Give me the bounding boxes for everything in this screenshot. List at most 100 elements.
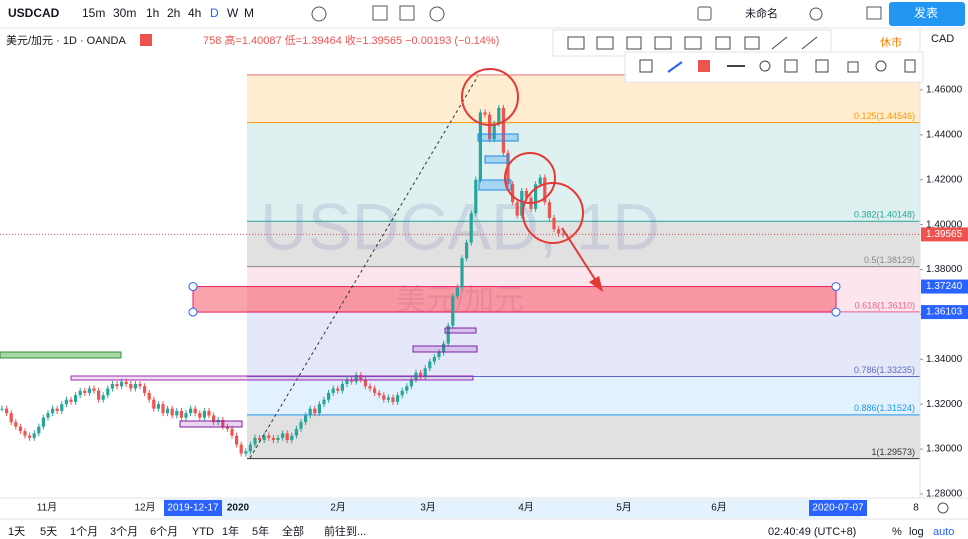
candle [317, 404, 321, 414]
tool-icon[interactable] [815, 59, 829, 73]
time-range [165, 499, 861, 518]
settings-icon[interactable] [937, 502, 949, 514]
interval[interactable]: 30m [113, 6, 136, 20]
y-tick-label: 1.44000 [926, 129, 963, 140]
candle [308, 408, 312, 416]
zone [478, 179, 512, 191]
range-button[interactable]: 全部 [282, 524, 304, 538]
candle [189, 408, 193, 414]
candle [170, 408, 174, 416]
tool-icon[interactable] [654, 36, 672, 50]
tool-icon[interactable] [801, 36, 818, 50]
candle [37, 426, 41, 434]
candle [179, 410, 183, 418]
tool-icon[interactable] [875, 60, 887, 72]
range-button[interactable]: 1个月 [70, 525, 98, 538]
candle [561, 233, 565, 235]
candle [396, 395, 400, 402]
flag[interactable] [140, 34, 152, 46]
add-icon[interactable] [311, 6, 327, 22]
annotation-circle [504, 152, 556, 204]
price-axis [920, 28, 968, 498]
candle [110, 383, 114, 389]
zone-handle[interactable] [831, 282, 841, 292]
candle [386, 397, 390, 400]
tool-icon[interactable] [759, 60, 771, 72]
interval[interactable]: W [227, 6, 239, 20]
tool-icon[interactable] [567, 36, 585, 50]
tool-icon[interactable] [596, 36, 614, 50]
candle [202, 410, 206, 418]
range-button[interactable]: 6个月 [150, 525, 178, 538]
range-button[interactable]: 1年 [222, 524, 239, 538]
candle [442, 343, 446, 353]
y-tick-label: 1.30000 [926, 444, 963, 455]
interval[interactable]: D [210, 6, 219, 20]
tool-icon[interactable] [904, 59, 916, 73]
candle [299, 422, 303, 429]
zone-handle[interactable] [831, 307, 841, 317]
y-tick-label: 1.28000 [926, 489, 963, 500]
interval[interactable]: M [244, 6, 254, 20]
range-button[interactable]: 5年 [252, 524, 269, 538]
publish-button[interactable] [889, 2, 965, 26]
candle [9, 413, 13, 423]
scale-option[interactable]: % [892, 526, 902, 538]
zone-handle[interactable] [188, 307, 198, 317]
interval[interactable]: 4h [188, 6, 201, 20]
currency: CAD [931, 33, 954, 45]
x-highlight-bg [809, 500, 867, 516]
symbol[interactable]: USDCAD [8, 6, 60, 20]
candle [340, 383, 344, 391]
tool-icon[interactable] [771, 36, 788, 50]
candle [101, 395, 105, 400]
interval[interactable]: 2h [167, 6, 180, 20]
candle [304, 415, 308, 423]
range-button[interactable]: 1天 [8, 526, 25, 538]
alert-icon[interactable] [429, 6, 445, 22]
range-button[interactable]: 3个月 [110, 525, 138, 538]
x-highlight: 2019-12-17 [167, 503, 219, 514]
axes: 1.280001.300001.320001.340001.360001.380… [0, 28, 968, 519]
candle [327, 392, 331, 400]
goto[interactable]: 前往到... [324, 524, 366, 538]
candle [106, 388, 110, 396]
camera-icon[interactable] [866, 6, 882, 20]
tool-icon[interactable] [847, 61, 859, 73]
range-button[interactable]: YTD [192, 526, 214, 538]
candle [124, 381, 128, 384]
candle [225, 426, 229, 429]
candle [455, 287, 459, 297]
tool-icon[interactable] [715, 36, 731, 50]
tool-icon[interactable] [684, 36, 702, 50]
publish-label[interactable]: 发表 [914, 5, 938, 20]
interval[interactable]: 15m [82, 6, 105, 20]
candle [557, 229, 561, 234]
scale-option[interactable]: log [909, 526, 924, 538]
tool-icon[interactable] [667, 61, 683, 73]
scale-option[interactable]: auto [933, 526, 954, 538]
settings-icon[interactable] [809, 7, 823, 21]
tool-icon[interactable] [744, 36, 760, 50]
chart-icon[interactable] [372, 5, 388, 21]
fib-band [247, 74, 920, 123]
interval[interactable]: 1h [146, 6, 159, 20]
zone-handle[interactable] [188, 282, 198, 292]
candle [423, 368, 427, 378]
checkbox[interactable] [697, 6, 712, 21]
layout-name[interactable]: 未命名 [745, 6, 778, 20]
chart-icon[interactable] [399, 5, 415, 21]
range-button[interactable]: 5天 [40, 526, 57, 538]
candle [120, 381, 124, 387]
tool-icon[interactable] [784, 59, 798, 73]
tool-icon[interactable] [698, 60, 710, 72]
watermark: USDCAD, 1D [260, 189, 660, 263]
candle [451, 296, 455, 326]
tool-icon[interactable] [626, 36, 642, 50]
candle [87, 388, 91, 393]
candle [221, 419, 225, 427]
candle [207, 410, 211, 416]
y-tick-label: 1.34000 [926, 354, 963, 365]
x-tick-label: 2月 [330, 502, 346, 514]
tool-icon[interactable] [639, 59, 653, 73]
